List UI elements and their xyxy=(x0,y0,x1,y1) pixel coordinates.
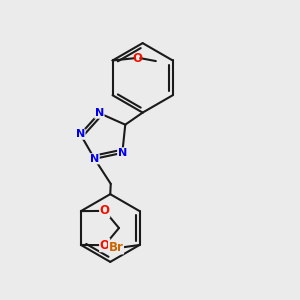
Text: Br: Br xyxy=(109,241,124,254)
Text: O: O xyxy=(100,238,110,252)
Text: N: N xyxy=(95,108,104,118)
Text: N: N xyxy=(118,148,127,158)
Text: N: N xyxy=(90,154,99,164)
Text: O: O xyxy=(133,52,142,64)
Text: O: O xyxy=(100,204,110,218)
Text: N: N xyxy=(76,129,85,139)
